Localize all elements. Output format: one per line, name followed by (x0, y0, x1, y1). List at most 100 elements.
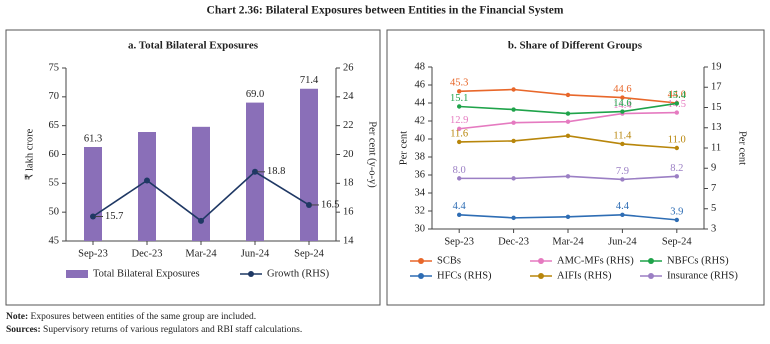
x-tick-label: Sep-23 (444, 236, 474, 247)
y2-tick-label: 20 (343, 149, 354, 160)
chart: Chart 2.36: Bilateral Exposures between … (5, 5, 765, 306)
y-tick-label: 55 (49, 178, 60, 189)
point (565, 174, 571, 179)
y-tick-label: 36 (415, 169, 426, 180)
y2-tick-label: 26 (343, 62, 354, 73)
y2-tick-label: 5 (711, 203, 716, 214)
point (565, 214, 571, 220)
value-label: 15.1 (450, 93, 468, 104)
y-axis-label: ₹ lakh crore (23, 128, 35, 180)
panel-border (386, 29, 765, 306)
legend-label: AIFIs (RHS) (557, 270, 612, 281)
note: Sources: Supervisory returns of various … (6, 324, 302, 337)
value-label: 45.3 (450, 78, 468, 89)
legend-label: HFCs (RHS) (437, 270, 492, 281)
x-tick-label: Sep-24 (294, 248, 324, 259)
point (198, 217, 204, 224)
value-label: 11.0 (668, 134, 686, 145)
legend-swatch (248, 271, 254, 277)
legend-label: SCBs (437, 255, 461, 266)
y-axis-label: Per cent (398, 131, 409, 165)
y-tick-label: 48 (415, 61, 426, 72)
y2-axis-label: Per cent (y-o-y) (367, 121, 378, 188)
y-tick-label: 65 (49, 120, 60, 131)
legend-swatch (538, 258, 544, 264)
bar (138, 132, 156, 241)
value-label: 71.4 (300, 75, 319, 86)
value-label: 4.4 (453, 201, 467, 212)
point (511, 176, 516, 181)
y2-tick-label: 24 (343, 91, 354, 102)
note-text: Exposures between entities of the same g… (30, 312, 257, 322)
y2-tick-label: 14 (343, 235, 354, 246)
point (457, 126, 462, 131)
y2-tick-label: 9 (711, 163, 716, 174)
legend-label: AMC-MFs (RHS) (557, 255, 634, 266)
bar (300, 88, 318, 241)
y-tick-label: 50 (49, 207, 60, 218)
value-label: 8.2 (670, 163, 683, 174)
legend-swatch (418, 273, 424, 279)
legend-label: Insurance (RHS) (667, 270, 738, 281)
y-tick-label: 40 (415, 133, 426, 144)
point (565, 92, 571, 98)
point (306, 201, 312, 208)
x-tick-label: Jun-24 (241, 248, 270, 259)
point (511, 120, 516, 125)
x-tick-label: Mar-24 (552, 236, 584, 247)
y-tick-label: 70 (49, 91, 60, 102)
point (511, 138, 516, 144)
note: Note: Exposures between entities of the … (6, 311, 302, 324)
value-label: 18.8 (267, 166, 285, 177)
point (674, 110, 679, 115)
point (620, 141, 625, 147)
legend-swatch (648, 273, 654, 279)
note-label: Note: (6, 312, 29, 322)
value-label: 44.6 (613, 84, 631, 95)
point (674, 145, 679, 151)
y2-tick-label: 22 (343, 120, 354, 131)
legend-swatch (648, 258, 654, 264)
point (457, 139, 462, 145)
value-label: 15.4 (668, 90, 687, 101)
point (620, 109, 625, 114)
value-label: 11.6 (450, 128, 468, 139)
y-tick-label: 75 (49, 62, 60, 73)
x-tick-label: Dec-23 (132, 248, 163, 259)
point (457, 212, 462, 218)
x-tick-label: Sep-24 (662, 236, 692, 247)
panel-title: b. Share of Different Groups (508, 40, 643, 52)
y-tick-label: 44 (415, 97, 426, 108)
point (620, 95, 625, 100)
point (565, 119, 571, 124)
point (457, 176, 462, 181)
value-label: 44.0 (668, 89, 686, 100)
y2-tick-label: 7 (711, 183, 716, 194)
value-label: 4.4 (616, 201, 630, 212)
value-label: 14.4 (613, 100, 632, 111)
y2-axis-label: Per cent (737, 131, 748, 165)
y2-tick-label: 3 (711, 223, 716, 234)
value-label: 61.3 (84, 133, 102, 144)
note-text: Supervisory returns of various regulator… (43, 325, 303, 335)
value-label: 12.9 (450, 115, 468, 126)
value-label: 69.0 (246, 89, 264, 100)
value-label: 8.0 (453, 165, 466, 176)
point (620, 177, 625, 182)
notes: Note: Exposures between entities of the … (6, 311, 302, 337)
y-tick-label: 42 (415, 115, 426, 126)
point (457, 104, 462, 109)
value-label: 3.9 (670, 206, 683, 217)
value-label: 7.9 (616, 166, 629, 177)
panel-border (5, 29, 381, 306)
y2-tick-label: 19 (711, 61, 722, 72)
point (565, 133, 571, 139)
point (144, 177, 150, 184)
point (674, 217, 679, 223)
point (565, 111, 571, 116)
point (620, 212, 625, 218)
legend-swatch (418, 258, 424, 264)
point (511, 215, 516, 221)
x-tick-label: Jun-24 (608, 236, 637, 247)
point (511, 107, 516, 112)
